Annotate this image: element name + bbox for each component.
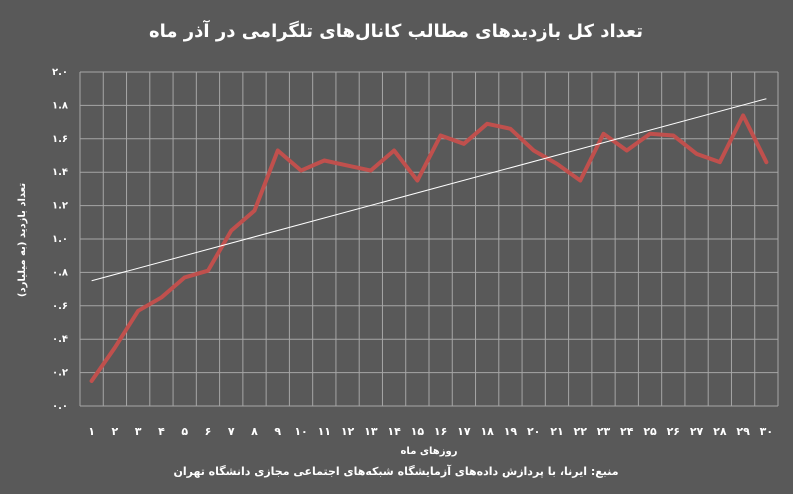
x-tick-label: ۶ bbox=[205, 425, 212, 438]
x-tick-label: ۳۰ bbox=[760, 425, 773, 438]
x-tick-label: ۲۵ bbox=[643, 425, 657, 438]
x-axis-title: روزهای ماه bbox=[401, 446, 458, 457]
y-tick-label: ۰.۰ bbox=[52, 401, 68, 412]
trend-line bbox=[91, 98, 767, 282]
x-tick-label: ۱۹ bbox=[504, 425, 518, 438]
x-tick-label: ۲۹ bbox=[736, 425, 750, 438]
y-axis-title: تعداد بازدید (به میلیارد) bbox=[17, 183, 28, 297]
x-tick-label: ۲۳ bbox=[597, 425, 611, 438]
x-tick-label: ۲۰ bbox=[527, 425, 540, 438]
x-tick-label: ۱۳ bbox=[364, 425, 378, 438]
x-tick-label: ۱۷ bbox=[457, 425, 471, 438]
x-tick-label: ۲ bbox=[112, 425, 119, 438]
y-tick-label: ۱.۶ bbox=[52, 134, 68, 145]
source: منبع: ایرنا، با پردازش داده‌های آزمایشگا… bbox=[173, 464, 618, 478]
x-tick-label: ۱۰ bbox=[294, 425, 307, 438]
y-tick-label: ۱.۲ bbox=[52, 201, 68, 212]
x-tick-label: ۲۷ bbox=[690, 425, 704, 438]
x-tick-label: ۲۲ bbox=[574, 425, 588, 438]
data-line bbox=[89, 113, 769, 383]
x-tick-label: ۲۱ bbox=[550, 425, 563, 438]
y-tick-label: ۰.۶ bbox=[52, 301, 68, 312]
x-tick-label: ۱۵ bbox=[411, 425, 425, 438]
x-tick-label: ۱۱ bbox=[318, 425, 331, 438]
chart-title: تعداد کل بازدیدهای مطالب کانال‌های تلگرا… bbox=[149, 19, 643, 42]
x-tick-label: ۵ bbox=[181, 425, 188, 438]
y-tick-label: ۲.۰ bbox=[52, 67, 68, 78]
x-tick-label: ۱۴ bbox=[387, 425, 401, 438]
x-tick-label: ۱۶ bbox=[434, 425, 447, 438]
x-tick-label: ۱۲ bbox=[341, 425, 355, 438]
y-tick-label: ۰.۴ bbox=[52, 334, 68, 345]
x-tick-label: ۴ bbox=[158, 425, 165, 438]
x-tick-label: ۸ bbox=[251, 425, 258, 438]
y-tick-label: ۱.۸ bbox=[52, 100, 68, 111]
x-tick-label: ۷ bbox=[228, 425, 235, 438]
y-tick-label: ۱.۰ bbox=[52, 234, 68, 245]
y-tick-label: ۰.۲ bbox=[52, 368, 68, 379]
x-tick-label: ۳ bbox=[135, 425, 142, 438]
x-tick-label: ۲۶ bbox=[667, 425, 680, 438]
x-tick-label: ۲۸ bbox=[713, 425, 727, 438]
x-tick-label: ۹ bbox=[274, 425, 281, 438]
y-tick-label: ۱.۴ bbox=[52, 167, 68, 178]
x-tick-label: ۲۴ bbox=[620, 425, 634, 438]
y-tick-label: ۰.۸ bbox=[52, 267, 68, 278]
x-tick-label: ۱ bbox=[88, 425, 95, 438]
x-tick-label: ۱۸ bbox=[480, 425, 494, 438]
